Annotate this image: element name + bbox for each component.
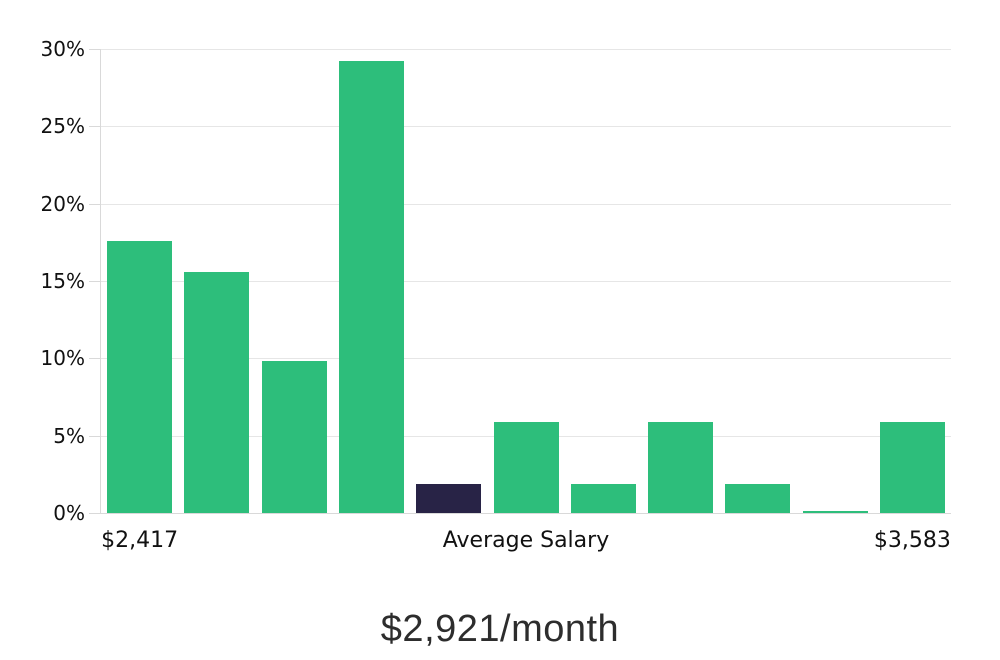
bar [648, 421, 714, 513]
bar [879, 421, 945, 513]
bar-average-salary-highlight [416, 483, 482, 513]
y-tick-label-20pct: 20% [40, 191, 85, 216]
gridline-30pct [101, 49, 951, 50]
y-tick-5pct [89, 435, 101, 437]
gridline-10pct [101, 358, 951, 360]
y-tick-label-15pct: 15% [40, 269, 85, 293]
gridline-25pct [101, 126, 951, 128]
bar [802, 511, 868, 513]
bar [261, 361, 327, 513]
y-tick-25pct [89, 126, 101, 128]
y-tick-15pct [89, 281, 101, 282]
plot-area: 0% 5% 10% 15% 20% 25% 30% $2,417 Average Salary $… [41, 37, 951, 553]
y-tick-label-10pct: 10% [40, 346, 85, 371]
y-tick-30pct [89, 49, 101, 50]
bar [184, 271, 250, 513]
bar [338, 61, 404, 513]
y-tick-0pct [89, 513, 101, 514]
y-tick-label-30pct: 30% [40, 37, 85, 61]
y-tick-label-5pct: 5% [53, 423, 85, 448]
bar [107, 240, 173, 513]
bar [570, 483, 636, 513]
y-tick-label-0pct: 0% [53, 501, 85, 525]
bar [725, 483, 791, 513]
gridline-15pct [101, 281, 951, 282]
gridline-20pct [101, 203, 951, 205]
y-tick-label-25pct: 25% [40, 114, 85, 139]
y-tick-10pct [89, 358, 101, 360]
x-axis-label-2: $3,583 [873, 528, 951, 553]
y-tick-20pct [89, 203, 101, 205]
chart-title-average-monthly-salary: $2,921/month [380, 608, 620, 650]
x-axis-label-1: Average Salary [442, 528, 610, 553]
bar [493, 421, 559, 513]
x-axis-label-0: $2,417 [101, 528, 179, 553]
